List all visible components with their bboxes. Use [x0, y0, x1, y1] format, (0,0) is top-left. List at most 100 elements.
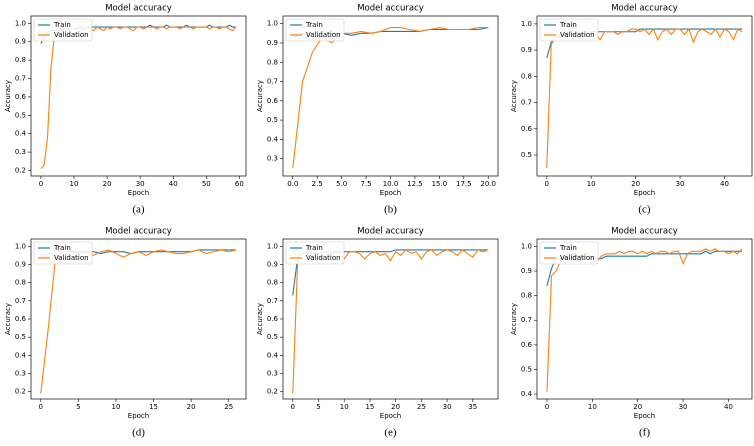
y-tick-label: 0.6: [521, 125, 533, 133]
y-tick-label: 0.2: [15, 166, 26, 174]
x-axis-label: Epoch: [380, 412, 401, 420]
y-tick-label: 0.3: [267, 370, 278, 378]
x-tick-label: 20.0: [480, 180, 496, 188]
y-tick-label: 0.8: [521, 292, 532, 300]
y-tick-label: 0.9: [267, 39, 278, 47]
x-tick-label: 20: [631, 180, 640, 188]
chart-title: Model accuracy: [105, 227, 172, 237]
y-axis-label: Accuracy: [510, 303, 518, 335]
x-tick-label: 30: [136, 180, 145, 188]
y-tick-label: 0.7: [15, 75, 26, 83]
x-tick-label: 0: [39, 403, 43, 411]
y-tick-label: 0.5: [267, 116, 278, 124]
y-tick-label: 0.8: [267, 58, 278, 66]
y-tick-label: 0.9: [521, 46, 532, 54]
plot-frame: [30, 238, 247, 400]
x-tick-label: 20: [103, 180, 112, 188]
x-tick-label: 10: [111, 403, 120, 411]
legend-label: Train: [305, 244, 323, 252]
plot-frame: [536, 238, 753, 400]
x-tick-label: 30: [676, 180, 685, 188]
y-axis-label: Accuracy: [256, 303, 264, 335]
x-tick-label: 2.5: [312, 180, 323, 188]
caption: (d): [132, 427, 145, 439]
chart-title: Model accuracy: [105, 4, 172, 14]
caption: (c): [638, 204, 651, 216]
y-tick-label: 0.8: [521, 72, 532, 80]
x-tick-label: 40: [724, 403, 733, 411]
y-tick-label: 0.7: [267, 78, 278, 86]
y-tick-label: 0.4: [267, 135, 279, 143]
y-tick-label: 0.9: [15, 38, 26, 46]
chart-title: Model accuracy: [357, 4, 424, 14]
y-tick-label: 0.7: [521, 99, 532, 107]
legend-label: Train: [559, 244, 577, 252]
x-tick-label: 0: [291, 403, 295, 411]
chart-title: Model accuracy: [611, 227, 678, 237]
legend-label: Validation: [560, 254, 595, 262]
legend-label: Train: [305, 21, 323, 29]
y-tick-label: 0.4: [521, 390, 533, 398]
x-tick-label: 0.0: [287, 180, 298, 188]
x-axis-label: Epoch: [380, 189, 401, 197]
chart-title: Model accuracy: [611, 4, 678, 14]
y-tick-label: 1.0: [15, 242, 26, 250]
x-tick-label: 10: [70, 180, 79, 188]
line-series: [292, 27, 489, 169]
x-axis-label: Epoch: [634, 189, 655, 197]
y-tick-label: 0.4: [15, 351, 27, 359]
x-tick-label: 0: [39, 180, 43, 188]
y-tick-label: 0.3: [15, 370, 26, 378]
y-tick-label: 0.6: [15, 315, 27, 323]
x-tick-label: 17.5: [456, 180, 472, 188]
y-tick-label: 0.6: [267, 97, 279, 105]
caption: (e): [384, 427, 397, 439]
y-tick-label: 1.0: [267, 242, 278, 250]
y-tick-label: 0.8: [15, 279, 26, 287]
y-tick-label: 0.4: [15, 130, 27, 138]
y-axis-label: Accuracy: [4, 80, 12, 112]
x-tick-label: 10.0: [383, 180, 399, 188]
x-tick-label: 15: [365, 403, 374, 411]
x-tick-label: 7.5: [360, 180, 371, 188]
y-tick-label: 1.0: [521, 20, 532, 28]
legend-label: Validation: [54, 254, 89, 262]
caption: (a): [132, 204, 145, 216]
plot-frame: [30, 15, 247, 177]
x-tick-label: 12.5: [407, 180, 423, 188]
y-axis-label: Accuracy: [4, 303, 12, 335]
legend-label: Train: [53, 21, 71, 29]
legend-label: Train: [559, 21, 577, 29]
y-tick-label: 0.7: [267, 297, 278, 305]
x-axis-label: Epoch: [128, 412, 149, 420]
y-tick-label: 1.0: [267, 20, 278, 28]
y-tick-label: 0.9: [15, 260, 26, 268]
y-tick-label: 0.8: [15, 56, 26, 64]
x-tick-label: 10: [587, 180, 596, 188]
y-tick-label: 0.5: [15, 111, 26, 119]
y-tick-label: 0.8: [267, 279, 278, 287]
y-tick-label: 0.5: [267, 333, 278, 341]
y-tick-label: 0.3: [267, 155, 278, 163]
y-tick-label: 1.0: [521, 242, 532, 250]
x-tick-label: 35: [468, 403, 477, 411]
y-tick-label: 0.2: [267, 388, 278, 396]
y-tick-label: 0.9: [521, 267, 532, 275]
x-tick-label: 15.0: [432, 180, 448, 188]
x-tick-label: 20: [633, 403, 642, 411]
legend-label: Validation: [306, 254, 341, 262]
x-axis-label: Epoch: [634, 412, 655, 420]
x-axis-label: Epoch: [128, 189, 149, 197]
line-series: [40, 26, 237, 170]
x-tick-label: 10: [340, 403, 349, 411]
x-tick-label: 20: [187, 403, 196, 411]
caption: (f): [639, 427, 650, 439]
x-tick-label: 20: [391, 403, 400, 411]
y-tick-label: 0.5: [521, 365, 532, 373]
x-tick-label: 40: [169, 180, 178, 188]
x-tick-label: 10: [588, 403, 597, 411]
line-series: [292, 249, 489, 394]
y-tick-label: 0.7: [521, 316, 532, 324]
x-tick-label: 5.0: [336, 180, 347, 188]
